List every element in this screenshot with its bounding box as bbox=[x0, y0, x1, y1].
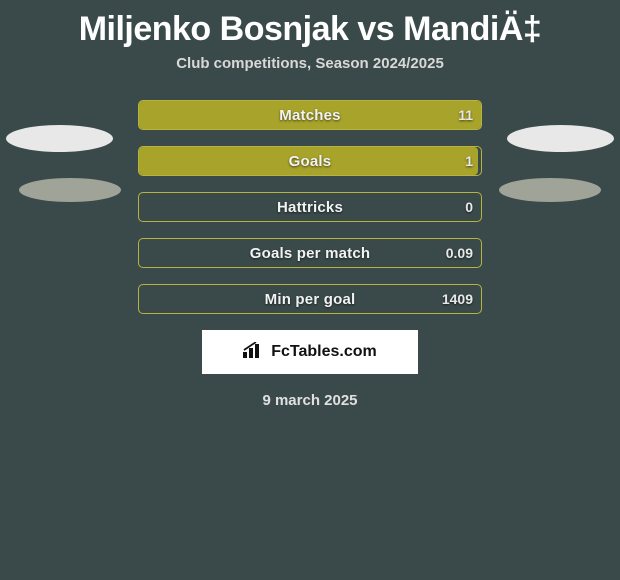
stat-bar: Hattricks0 bbox=[138, 192, 482, 222]
stat-label: Min per goal bbox=[139, 285, 481, 313]
stat-value: 11 bbox=[458, 101, 473, 129]
stat-row: Min per goal1409 bbox=[0, 284, 620, 314]
stat-bar: Goals1 bbox=[138, 146, 482, 176]
stat-row: Hattricks0 bbox=[0, 192, 620, 222]
page-title: Miljenko Bosnjak vs MandiÄ‡ bbox=[0, 0, 620, 49]
stat-row: Goals1 bbox=[0, 146, 620, 176]
page-subtitle: Club competitions, Season 2024/2025 bbox=[0, 55, 620, 72]
stat-row: Matches11 bbox=[0, 100, 620, 130]
stat-label: Goals bbox=[139, 147, 481, 175]
date-text: 9 march 2025 bbox=[0, 392, 620, 409]
stat-row: Goals per match0.09 bbox=[0, 238, 620, 268]
source-badge: FcTables.com bbox=[202, 330, 418, 374]
chart-icon bbox=[243, 342, 265, 363]
stat-value: 1 bbox=[465, 147, 473, 175]
source-text: FcTables.com bbox=[271, 343, 377, 361]
stat-bar: Matches11 bbox=[138, 100, 482, 130]
stat-value: 0.09 bbox=[446, 239, 473, 267]
stat-label: Hattricks bbox=[139, 193, 481, 221]
stat-bar: Min per goal1409 bbox=[138, 284, 482, 314]
stat-label: Goals per match bbox=[139, 239, 481, 267]
stat-value: 1409 bbox=[442, 285, 473, 313]
infographic-root: Miljenko Bosnjak vs MandiÄ‡ Club competi… bbox=[0, 0, 620, 580]
stat-bar: Goals per match0.09 bbox=[138, 238, 482, 268]
stat-label: Matches bbox=[139, 101, 481, 129]
stat-value: 0 bbox=[465, 193, 473, 221]
